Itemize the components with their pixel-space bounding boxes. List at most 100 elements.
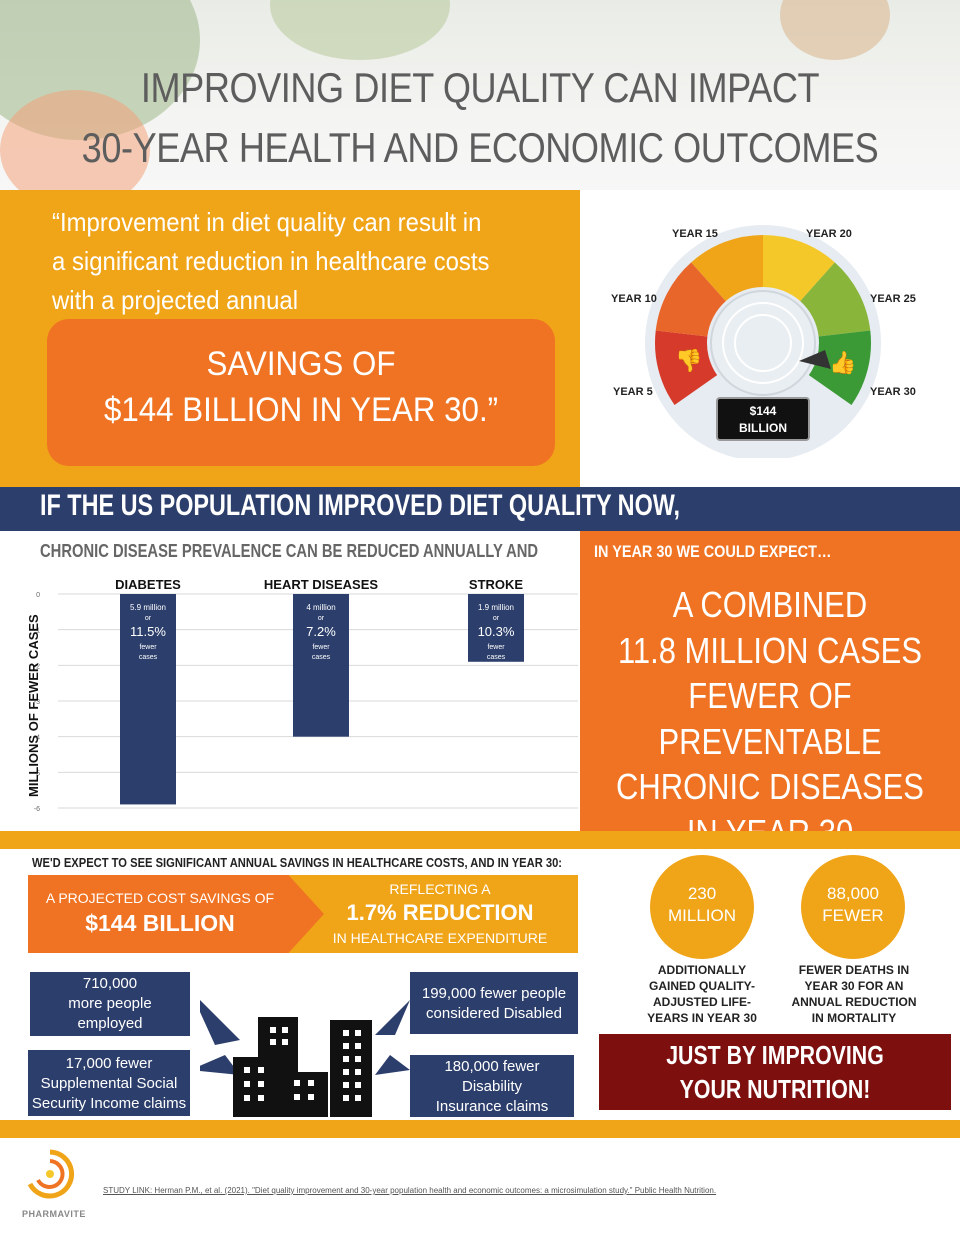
title-line-1: IMPROVING DIET QUALITY CAN IMPACT <box>140 64 820 111</box>
gauge-readout-box <box>716 397 810 441</box>
quote-line-3: with a projected annual <box>52 285 299 315</box>
chart-data-label: cases <box>139 654 158 661</box>
nutrition-banner <box>599 1034 951 1110</box>
gauge-needle <box>799 350 831 369</box>
chart-data-label: 5.9 million <box>130 603 166 612</box>
chart-data-label: 7.2% <box>306 624 336 639</box>
deaths-caption-line-1: FEWER DEATHS IN <box>798 963 910 977</box>
chart-y-tick-label: -6 <box>34 806 40 813</box>
window <box>355 1056 361 1062</box>
chart-y-tick-label: -4 <box>34 735 40 742</box>
nutrition-banner-text: JUST BY IMPROVING YOUR NUTRITION! <box>631 1038 920 1106</box>
window <box>282 1039 288 1045</box>
study-link[interactable]: STUDY LINK: Herman P.M., et al. (2021). … <box>103 1186 717 1195</box>
chart-y-tick-label: 0 <box>36 592 40 599</box>
callout-disabled-line-2: considered Disabled <box>426 1005 562 1022</box>
window <box>355 1030 361 1036</box>
chart-data-label: 1.9 million <box>478 603 514 612</box>
chart-bar <box>293 594 349 737</box>
gauge-segment <box>800 262 871 337</box>
cost-savings-value: $144 BILLION <box>85 910 235 936</box>
window <box>355 1095 361 1101</box>
reflect-line-3: IN HEALTHCARE EXPENDITURE <box>332 930 548 946</box>
gauge-hub-ring <box>722 302 804 384</box>
gauge-segment <box>763 235 835 302</box>
chart-y-tick-label: -2 <box>34 663 40 670</box>
gauge-segment <box>655 330 718 405</box>
window <box>294 1094 300 1100</box>
chart-data-label: or <box>493 615 500 622</box>
pharmavite-logo-text: PHARMAVITE <box>22 1209 86 1219</box>
chart-bar <box>468 594 524 662</box>
chart-y-tick-label: -1 <box>34 628 40 635</box>
gauge-label-year15: YEAR 15 <box>672 228 718 240</box>
chart-category-label: HEART DISEASES <box>264 577 378 592</box>
window <box>343 1082 349 1088</box>
combined-cases-text: A COMBINED 11.8 MILLION CASES FEWER OF P… <box>607 582 934 855</box>
callout-ssi-line-1: 17,000 fewer <box>65 1055 153 1072</box>
callout-pointer <box>200 1000 240 1045</box>
reflect-line-2: 1.7% REDUCTION <box>346 900 534 925</box>
window <box>343 1056 349 1062</box>
callout-employed-line-2: more people <box>68 995 152 1012</box>
window <box>343 1043 349 1049</box>
gauge-readout-unit: BILLION <box>739 421 787 435</box>
window <box>343 1069 349 1075</box>
quote-line-2: a significant reduction in healthcare co… <box>52 246 490 276</box>
gauge-readout-value: $144 <box>750 404 777 418</box>
building-icon <box>283 1072 328 1117</box>
gauge-graphic: 👎 👍 $144 BILLION <box>645 225 881 461</box>
nutrition-line-1: JUST BY IMPROVING <box>666 1040 884 1070</box>
window <box>355 1043 361 1049</box>
chart-bar <box>120 594 176 805</box>
chart-data-label: fewer <box>487 644 505 651</box>
cost-savings-arrow <box>28 875 324 953</box>
callout-employed-line-3: employed <box>77 1015 143 1032</box>
qaly-circle: 230 MILLION <box>650 855 754 959</box>
qaly-caption-line-3: ADJUSTED LIFE- <box>652 995 751 1009</box>
callout-disability-line-2: Disability <box>461 1078 522 1095</box>
gauge-segment <box>808 330 871 405</box>
window <box>270 1039 276 1045</box>
gauge-label-year10: YEAR 10 <box>611 293 657 305</box>
walnut-decoration <box>780 0 890 60</box>
savings-callout-text: SAVINGS OF $144 BILLION IN YEAR 30.” <box>67 341 534 433</box>
headline-band-text: IF THE US POPULATION IMPROVED DIET QUALI… <box>40 489 681 522</box>
headline-band <box>0 487 960 531</box>
deaths-caption: FEWER DEATHS IN YEAR 30 FOR AN ANNUAL RE… <box>784 962 924 1026</box>
chart-data-label: fewer <box>139 644 157 651</box>
callout-disability-insurance: 180,000 fewer Disability Insurance claim… <box>410 1055 574 1117</box>
gauge-label-year20: YEAR 20 <box>806 228 852 240</box>
window <box>258 1095 264 1101</box>
savings-intro: WE'D EXPECT TO SEE SIGNIFICANT ANNUAL SA… <box>32 855 563 870</box>
chart-category-label: DIABETES <box>115 577 181 592</box>
window <box>343 1030 349 1036</box>
callout-disability-line-1: 180,000 fewer <box>444 1058 540 1075</box>
thumbs-down-icon: 👎 <box>675 348 702 373</box>
savings-line-1: SAVINGS OF <box>206 345 396 383</box>
chart-data-label: cases <box>312 654 331 661</box>
window <box>258 1067 264 1073</box>
chart-data-label: 11.5% <box>130 624 166 639</box>
window <box>270 1027 276 1033</box>
window <box>282 1027 288 1033</box>
callout-employed-line-1: 710,000 <box>82 975 138 992</box>
qaly-caption-line-2: GAINED QUALITY- <box>648 979 755 993</box>
section-divider-bottom <box>0 1120 960 1138</box>
section-divider-top <box>0 831 960 849</box>
building-icon <box>330 1020 372 1117</box>
window <box>258 1081 264 1087</box>
gauge-label-year30: YEAR 30 <box>870 386 916 398</box>
window <box>244 1067 250 1073</box>
avocado-decoration <box>270 0 450 60</box>
chart-y-axis-label: MILLIONS OF FEWER CASES <box>26 614 41 797</box>
callout-ssi-line-3: Security Income claims <box>31 1095 187 1112</box>
chart-y-tick-label: -5 <box>34 770 40 777</box>
window <box>244 1081 250 1087</box>
quote-text: “Improvement in diet quality can result … <box>52 203 530 320</box>
qaly-caption: ADDITIONALLY GAINED QUALITY- ADJUSTED LI… <box>632 962 772 1026</box>
chart-data-label: or <box>145 615 152 622</box>
pharmavite-logo-icon <box>27 1149 75 1199</box>
window <box>355 1082 361 1088</box>
deaths-circle: 88,000 FEWER <box>801 855 905 959</box>
